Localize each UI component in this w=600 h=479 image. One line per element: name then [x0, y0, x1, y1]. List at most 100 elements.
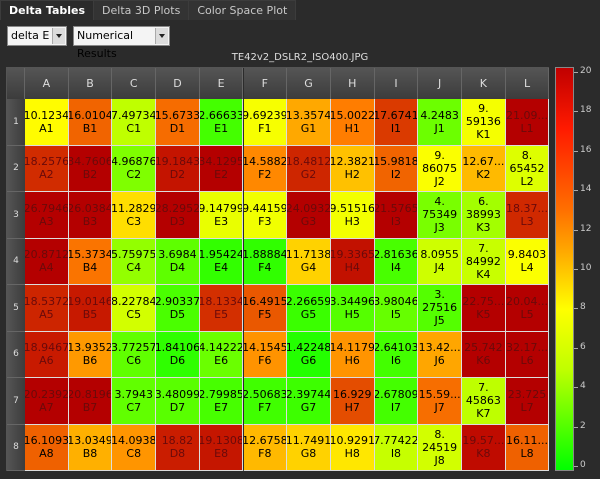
table-cell[interactable]: 3.7943 C7 — [112, 378, 157, 425]
table-cell[interactable]: 16.0104 B1 — [68, 99, 113, 146]
table-cell[interactable]: 19.1843 D2 — [156, 145, 200, 192]
table-cell[interactable]: 1.88884 F4 — [243, 238, 288, 285]
row-header-3[interactable]: 3 — [7, 192, 25, 239]
table-cell[interactable]: 5.75975 C4 — [112, 238, 157, 285]
column-header-H[interactable]: H — [330, 68, 375, 99]
column-header-E[interactable]: E — [199, 68, 244, 99]
chevron-down-icon[interactable] — [52, 28, 65, 44]
table-cell[interactable]: 2.50683 F7 — [243, 378, 288, 425]
row-header-5[interactable]: 5 — [7, 285, 25, 332]
table-cell[interactable]: 1.95424 E4 — [199, 238, 244, 285]
table-cell[interactable]: 20.8196 B7 — [68, 378, 113, 425]
table-cell[interactable]: 19.1308 E8 — [199, 424, 244, 471]
table-cell[interactable]: 7. 45863 K7 — [462, 378, 506, 425]
table-cell[interactable]: 18.5372 A5 — [25, 285, 69, 332]
table-cell[interactable]: 11.2829 C3 — [112, 192, 157, 239]
table-cell[interactable]: 13.3574 G1 — [287, 99, 331, 146]
table-cell[interactable]: 26.0384 B3 — [68, 192, 113, 239]
metric-select[interactable]: delta E — [7, 26, 67, 46]
table-cell[interactable]: 15.9818 I2 — [374, 145, 419, 192]
table-cell[interactable]: 9. 86075 J2 — [418, 145, 462, 192]
view-select[interactable]: Numerical Results — [73, 26, 170, 60]
table-cell[interactable]: 20.04... L5 — [505, 285, 550, 332]
table-cell[interactable]: 25.742 K6 — [462, 331, 506, 378]
table-cell[interactable]: 9.8403 L4 — [505, 238, 550, 285]
column-header-G[interactable]: G — [287, 68, 331, 99]
table-cell[interactable]: 11.7491 G8 — [287, 424, 331, 471]
table-cell[interactable]: 18.9467 A6 — [25, 331, 69, 378]
column-header-L[interactable]: L — [505, 68, 550, 99]
table-cell[interactable]: 20.2392 A7 — [25, 378, 69, 425]
table-cell[interactable]: 4. 75349 J3 — [418, 192, 462, 239]
table-cell[interactable]: 19.57... K8 — [462, 424, 506, 471]
table-cell[interactable]: 7. 84992 K4 — [462, 238, 506, 285]
table-cell[interactable]: 12.6758 F8 — [243, 424, 288, 471]
table-cell[interactable]: 32.17... L6 — [505, 331, 550, 378]
table-cell[interactable]: 2.79985 E7 — [199, 378, 244, 425]
table-cell[interactable]: 24.0932 G3 — [287, 192, 331, 239]
table-cell[interactable]: 14.5882 F2 — [243, 145, 288, 192]
table-cell[interactable]: 2.39744 G7 — [287, 378, 331, 425]
table-cell[interactable]: 1.42248 G6 — [287, 331, 331, 378]
table-cell[interactable]: 18.37... L3 — [505, 192, 550, 239]
table-cell[interactable]: 16.11... L8 — [505, 424, 550, 471]
table-cell[interactable]: 2.26659 G5 — [287, 285, 331, 332]
table-cell[interactable]: 10.9291 H8 — [330, 424, 375, 471]
tab-delta-tables[interactable]: Delta Tables — [0, 0, 95, 20]
table-cell[interactable]: 7.49734 C1 — [112, 99, 157, 146]
table-cell[interactable]: 13.0349 B8 — [68, 424, 113, 471]
table-cell[interactable]: 4.14222 E6 — [199, 331, 244, 378]
table-cell[interactable]: 16.1093 A8 — [25, 424, 69, 471]
table-cell[interactable]: 17.6741 I1 — [374, 99, 419, 146]
table-cell[interactable]: 15.6733 D1 — [156, 99, 200, 146]
column-header-K[interactable]: K — [462, 68, 506, 99]
tab-color-space-plot[interactable]: Color Space Plot — [188, 0, 297, 20]
table-cell[interactable]: 18.2576 A2 — [25, 145, 69, 192]
column-header-C[interactable]: C — [112, 68, 157, 99]
table-cell[interactable]: 4.96876 C2 — [112, 145, 157, 192]
table-cell[interactable]: 34.7606 B2 — [68, 145, 113, 192]
table-cell[interactable]: 3.77257 C6 — [112, 331, 157, 378]
table-cell[interactable]: 16.4915 F5 — [243, 285, 288, 332]
tab-delta-3d-plots[interactable]: Delta 3D Plots — [93, 0, 190, 20]
table-cell[interactable]: 19.3365 H4 — [330, 238, 375, 285]
table-cell[interactable]: 14.0938 C8 — [112, 424, 157, 471]
column-header-B[interactable]: B — [68, 68, 113, 99]
table-cell[interactable]: 11.7138 G4 — [287, 238, 331, 285]
table-cell[interactable]: 2.90337 D5 — [156, 285, 200, 332]
table-cell[interactable]: 13.9352 B6 — [68, 331, 113, 378]
table-cell[interactable]: 16.929 H7 — [330, 378, 375, 425]
table-cell[interactable]: 10.1234 A1 — [25, 99, 69, 146]
chevron-down-icon[interactable] — [155, 28, 168, 44]
table-cell[interactable]: 19.0146 B5 — [68, 285, 113, 332]
table-cell[interactable]: 9.14799 E3 — [199, 192, 244, 239]
table-cell[interactable]: 21.09... L1 — [505, 99, 550, 146]
table-cell[interactable]: 12.3821 H2 — [330, 145, 375, 192]
table-cell[interactable]: 1.84106 D6 — [156, 331, 200, 378]
table-cell[interactable]: 15.59... J7 — [418, 378, 462, 425]
table-cell[interactable]: 18.82 D8 — [156, 424, 200, 471]
column-header-I[interactable]: I — [374, 68, 419, 99]
row-header-2[interactable]: 2 — [7, 145, 25, 192]
table-cell[interactable]: 9.44159 F3 — [243, 192, 288, 239]
table-cell[interactable]: 18.4812 G2 — [287, 145, 331, 192]
column-header-J[interactable]: J — [418, 68, 462, 99]
table-cell[interactable]: 14.1545 F6 — [243, 331, 288, 378]
table-cell[interactable]: 6. 38993 K3 — [462, 192, 506, 239]
table-cell[interactable]: 4.2483 J1 — [418, 99, 462, 146]
table-cell[interactable]: 13.42... J6 — [418, 331, 462, 378]
table-cell[interactable]: 3. 27516 J5 — [418, 285, 462, 332]
row-header-6[interactable]: 6 — [7, 331, 25, 378]
table-cell[interactable]: 20.8712 A4 — [25, 238, 69, 285]
table-cell[interactable]: 2.81636 I4 — [374, 238, 419, 285]
row-header-8[interactable]: 8 — [7, 424, 25, 471]
table-cell[interactable]: 9. 59136 K1 — [462, 99, 506, 146]
table-cell[interactable]: 3.48099 D7 — [156, 378, 200, 425]
table-cell[interactable]: 21.5765 I3 — [374, 192, 419, 239]
table-cell[interactable]: 9.51516 H3 — [330, 192, 375, 239]
table-cell[interactable]: 7.77422 I8 — [374, 424, 419, 471]
table-cell[interactable]: 22.75... K5 — [462, 285, 506, 332]
table-cell[interactable]: 2.67809 I7 — [374, 378, 419, 425]
table-cell[interactable]: 28.2952 D3 — [156, 192, 200, 239]
table-cell[interactable]: 18.1334 E5 — [199, 285, 244, 332]
